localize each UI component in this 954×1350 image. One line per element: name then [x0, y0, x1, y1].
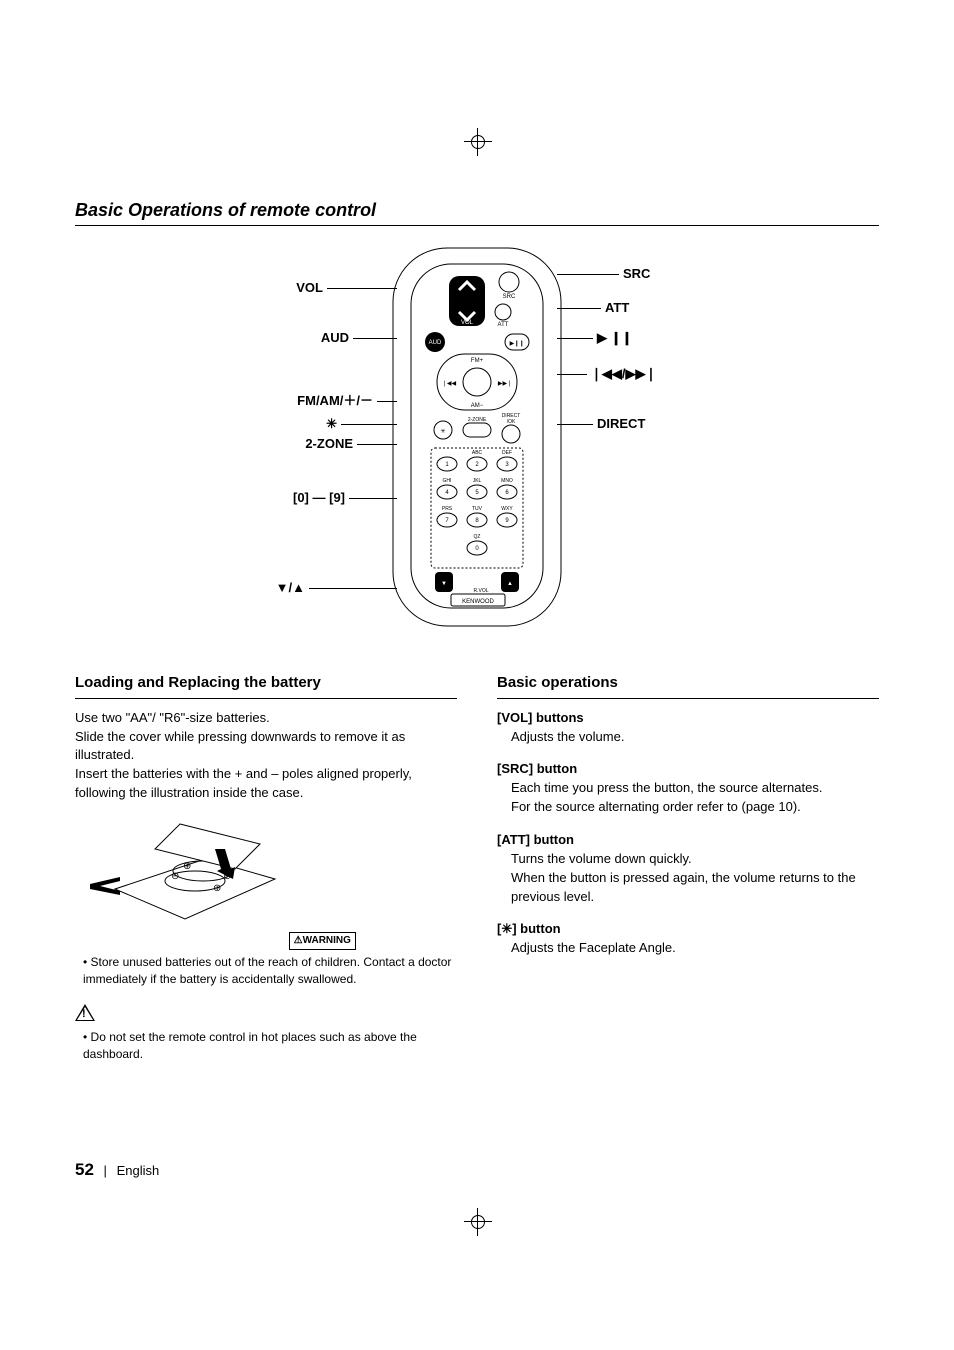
svg-text:1: 1 [445, 462, 449, 468]
svg-text:JKL: JKL [473, 478, 482, 484]
callout-vol: VOL [296, 280, 397, 295]
entry-3: [✳] buttonAdjusts the Faceplate Angle. [497, 920, 879, 958]
callout-▼/▲: ▼/▲ [276, 580, 397, 595]
entry-0: [VOL] buttonsAdjusts the volume. [497, 709, 879, 747]
svg-text:MNO: MNO [501, 478, 513, 484]
remote-illustration: .st { stroke:#000; stroke-width:1; fill:… [387, 242, 567, 632]
svg-text:AM−: AM− [471, 403, 484, 409]
callout-src: SRC [557, 266, 650, 281]
svg-text:KENWOOD: KENWOOD [462, 599, 494, 605]
svg-text:DEF: DEF [502, 450, 512, 456]
svg-text:FM+: FM+ [471, 358, 484, 364]
callout-direct: DIRECT [557, 416, 645, 431]
svg-text:AUD: AUD [429, 340, 442, 346]
svg-text:✳: ✳ [440, 428, 445, 435]
warning-text: Store unused batteries out of the reach … [75, 954, 457, 988]
svg-text:GHI: GHI [443, 478, 452, 484]
caution-icon: ! [75, 1004, 95, 1021]
entry-body: Adjusts the Faceplate Angle. [497, 939, 879, 958]
svg-text:2-ZONE: 2-ZONE [468, 417, 487, 423]
svg-text:2: 2 [475, 462, 479, 468]
callout-fm/am/＋/－: FM/AM/＋/－ [297, 390, 397, 409]
svg-text:SRC: SRC [503, 294, 516, 300]
svg-text:❘◀◀: ❘◀◀ [442, 380, 457, 387]
page-footer: 52 | English [75, 1160, 159, 1180]
svg-text:R.VOL: R.VOL [473, 588, 488, 594]
warning-label: ⚠WARNING [289, 932, 356, 951]
svg-text:4: 4 [445, 490, 449, 496]
svg-text:PRS: PRS [442, 506, 453, 512]
entry-head: [VOL] buttons [497, 709, 879, 728]
page-lang: English [117, 1163, 160, 1178]
svg-text:8: 8 [475, 518, 479, 524]
svg-text:▼: ▼ [441, 581, 447, 587]
callout-att: ATT [557, 300, 629, 315]
left-heading: Loading and Replacing the battery [75, 672, 457, 699]
page-title: Basic Operations of remote control [75, 200, 879, 226]
svg-text:9: 9 [505, 518, 509, 524]
right-column: Basic operations [VOL] buttonsAdjusts th… [497, 672, 879, 1075]
svg-text:⊕: ⊕ [213, 883, 221, 894]
svg-text:7: 7 [445, 518, 449, 524]
left-column: Loading and Replacing the battery Use tw… [75, 672, 457, 1075]
svg-text:ABC: ABC [472, 450, 483, 456]
callout-aud: AUD [321, 330, 397, 345]
entry-body: Each time you press the button, the sour… [497, 779, 879, 817]
svg-text:▶▶❘: ▶▶❘ [498, 380, 512, 387]
svg-text:/OK: /OK [507, 419, 516, 425]
svg-text:⊖: ⊖ [171, 871, 179, 882]
svg-text:QZ: QZ [474, 534, 481, 540]
svg-text:3: 3 [505, 462, 509, 468]
entry-head: [SRC] button [497, 760, 879, 779]
callout-[0] — [9]: [0] — [9] [293, 490, 397, 505]
entry-body: Turns the volume down quickly. When the … [497, 850, 879, 907]
svg-text:▲: ▲ [507, 581, 513, 587]
page-number: 52 [75, 1160, 94, 1179]
callout-❘◀◀/▶▶❘: ❘◀◀/▶▶❘ [557, 366, 656, 382]
svg-text:TUV: TUV [472, 506, 483, 512]
svg-text:VOL: VOL [461, 320, 474, 326]
left-para: Use two "AA"/ "R6"-size batteries. Slide… [75, 709, 457, 803]
entry-2: [ATT] buttonTurns the volume down quickl… [497, 831, 879, 906]
svg-text:▶❙❙: ▶❙❙ [510, 340, 525, 347]
svg-text:⊖: ⊖ [223, 871, 231, 882]
svg-text:WXY: WXY [501, 506, 513, 512]
entry-body: Adjusts the volume. [497, 728, 879, 747]
callout-2-zone: 2-ZONE [305, 436, 397, 451]
entry-head: [ATT] button [497, 831, 879, 850]
svg-text:0: 0 [475, 546, 479, 552]
battery-illustration: ⊕ ⊖ ⊖ ⊕ [85, 819, 285, 929]
svg-text:ATT: ATT [498, 322, 509, 328]
svg-text:⊕: ⊕ [183, 861, 191, 872]
entry-1: [SRC] buttonEach time you press the butt… [497, 760, 879, 817]
entry-head: [✳] button [497, 920, 879, 939]
svg-text:6: 6 [505, 490, 509, 496]
remote-diagram: VOL AUD FM/AM/＋/－ ✳ 2-ZONE [0] — [9] ▼/▲ SRC AT… [75, 242, 879, 642]
svg-text:5: 5 [475, 490, 479, 496]
callout-▶ ❙❙: ▶ ❙❙ [557, 330, 632, 346]
caution-text: Do not set the remote control in hot pla… [75, 1029, 457, 1063]
right-heading: Basic operations [497, 672, 879, 699]
